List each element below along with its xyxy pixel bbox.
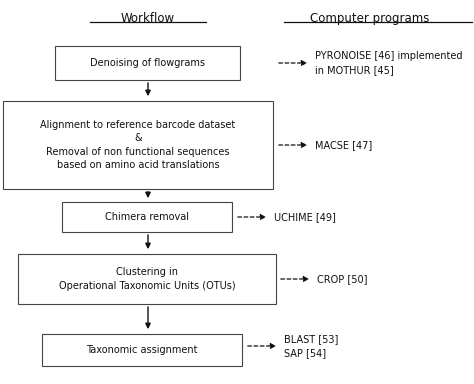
Bar — [42, 334, 242, 366]
Bar — [55, 46, 240, 80]
Text: MACSE [47]: MACSE [47] — [315, 140, 372, 150]
Text: Clustering in
Operational Taxonomic Units (OTUs): Clustering in Operational Taxonomic Unit… — [59, 267, 235, 291]
Text: Alignment to reference barcode dataset
&
Removal of non functional sequences
bas: Alignment to reference barcode dataset &… — [40, 120, 236, 170]
Text: PYRONOISE [46] implemented
in MOTHUR [45]: PYRONOISE [46] implemented in MOTHUR [45… — [315, 51, 463, 74]
Text: UCHIME [49]: UCHIME [49] — [274, 212, 336, 222]
Text: Computer programs: Computer programs — [310, 12, 430, 25]
Text: Chimera removal: Chimera removal — [105, 212, 189, 222]
Text: Denoising of flowgrams: Denoising of flowgrams — [90, 58, 205, 68]
Text: Workflow: Workflow — [121, 12, 175, 25]
Bar — [18, 254, 276, 304]
Bar — [3, 101, 273, 189]
Text: CROP [50]: CROP [50] — [317, 274, 367, 284]
Text: Taxonomic assignment: Taxonomic assignment — [86, 345, 198, 355]
Bar — [62, 202, 232, 232]
Text: BLAST [53]
SAP [54]: BLAST [53] SAP [54] — [284, 334, 338, 358]
